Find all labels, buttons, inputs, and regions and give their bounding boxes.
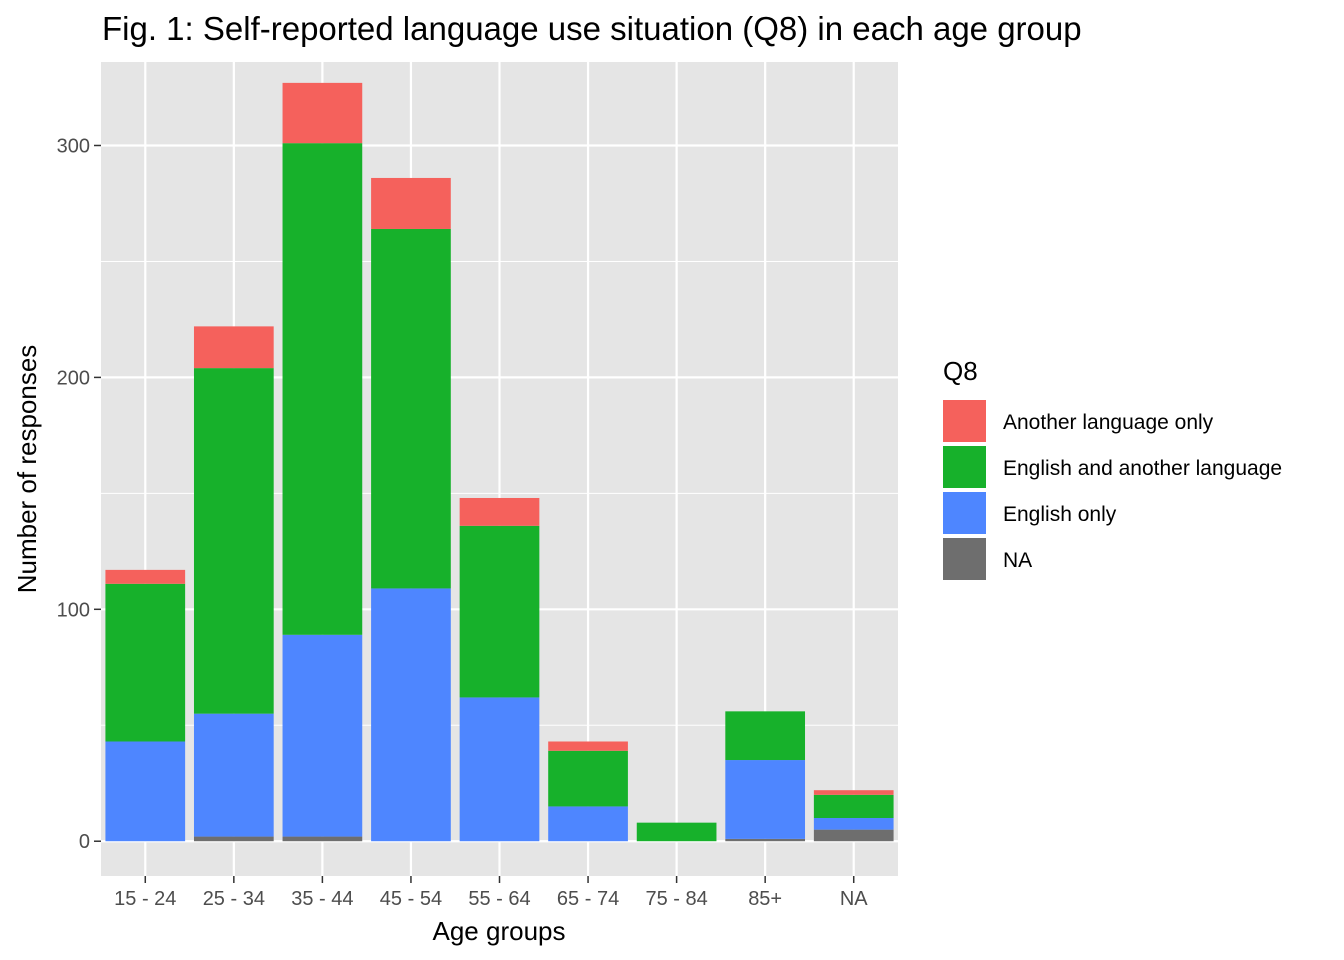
legend-swatch: [943, 492, 986, 534]
bar-segment: [282, 836, 363, 842]
legend-swatch: [943, 446, 986, 488]
bar-segment: [282, 634, 363, 837]
x-tick-label: 25 - 34: [203, 888, 265, 910]
bar-segment: [193, 836, 274, 842]
bar-segment: [371, 228, 451, 589]
x-tick-label: 45 - 54: [380, 888, 442, 910]
bar-segment: [459, 525, 540, 698]
bar-segment: [193, 326, 274, 369]
bar-segment: [282, 143, 363, 635]
x-tick-label: 55 - 64: [468, 888, 530, 910]
chart-title: Fig. 1: Self-reported language use situa…: [102, 10, 1082, 47]
bar-segment: [813, 790, 894, 795]
x-axis-title: Age groups: [433, 916, 566, 946]
bar-segment: [725, 760, 806, 839]
x-tick-label: 15 - 24: [114, 888, 176, 910]
bar-segment: [105, 583, 186, 742]
bar-segment: [548, 806, 628, 842]
y-axis-title: Number of responses: [12, 345, 42, 594]
x-tick-label: NA: [840, 888, 868, 910]
bar-segment: [548, 750, 628, 807]
bar-segment: [725, 838, 806, 842]
bar-segment: [725, 711, 806, 761]
bar-segment: [371, 177, 451, 229]
x-tick-label: 85+: [748, 888, 782, 910]
legend-label: NA: [1003, 549, 1032, 572]
x-tick-label: 35 - 44: [291, 888, 353, 910]
bar-segment: [459, 697, 540, 842]
bar-segment: [105, 569, 186, 584]
bar-segment: [636, 822, 717, 842]
bar-segment: [193, 368, 274, 714]
bar-segment: [813, 818, 894, 830]
y-tick-label: 200: [57, 367, 90, 389]
legend-swatch: [943, 400, 986, 442]
y-tick-label: 0: [79, 831, 90, 853]
bar-segment: [813, 829, 894, 842]
bars: [105, 82, 894, 842]
bar-segment: [548, 741, 628, 751]
bar-segment: [105, 741, 186, 842]
bar-segment: [459, 497, 540, 526]
x-tick-label: 75 - 84: [645, 888, 707, 910]
y-axis-ticks: 0 100 200 300: [57, 135, 101, 853]
y-tick-label: 100: [57, 599, 90, 621]
x-tick-label: 65 - 74: [557, 888, 619, 910]
y-tick-label: 300: [57, 135, 90, 157]
legend-label: English and another language: [1003, 457, 1282, 480]
legend-title: Q8: [943, 356, 978, 386]
legend: Q8 Another language only English and anot…: [943, 356, 1282, 580]
bar-segment: [282, 82, 363, 144]
bar-segment: [371, 588, 451, 842]
bar-segment: [813, 794, 894, 819]
x-axis-ticks: 15 - 24 25 - 34 35 - 44 45 - 54 55 - 64 65 - …: [114, 876, 868, 910]
legend-label: English only: [1003, 503, 1117, 526]
legend-label: Another language only: [1003, 411, 1214, 434]
legend-swatch: [943, 538, 986, 580]
bar-segment: [193, 713, 274, 837]
